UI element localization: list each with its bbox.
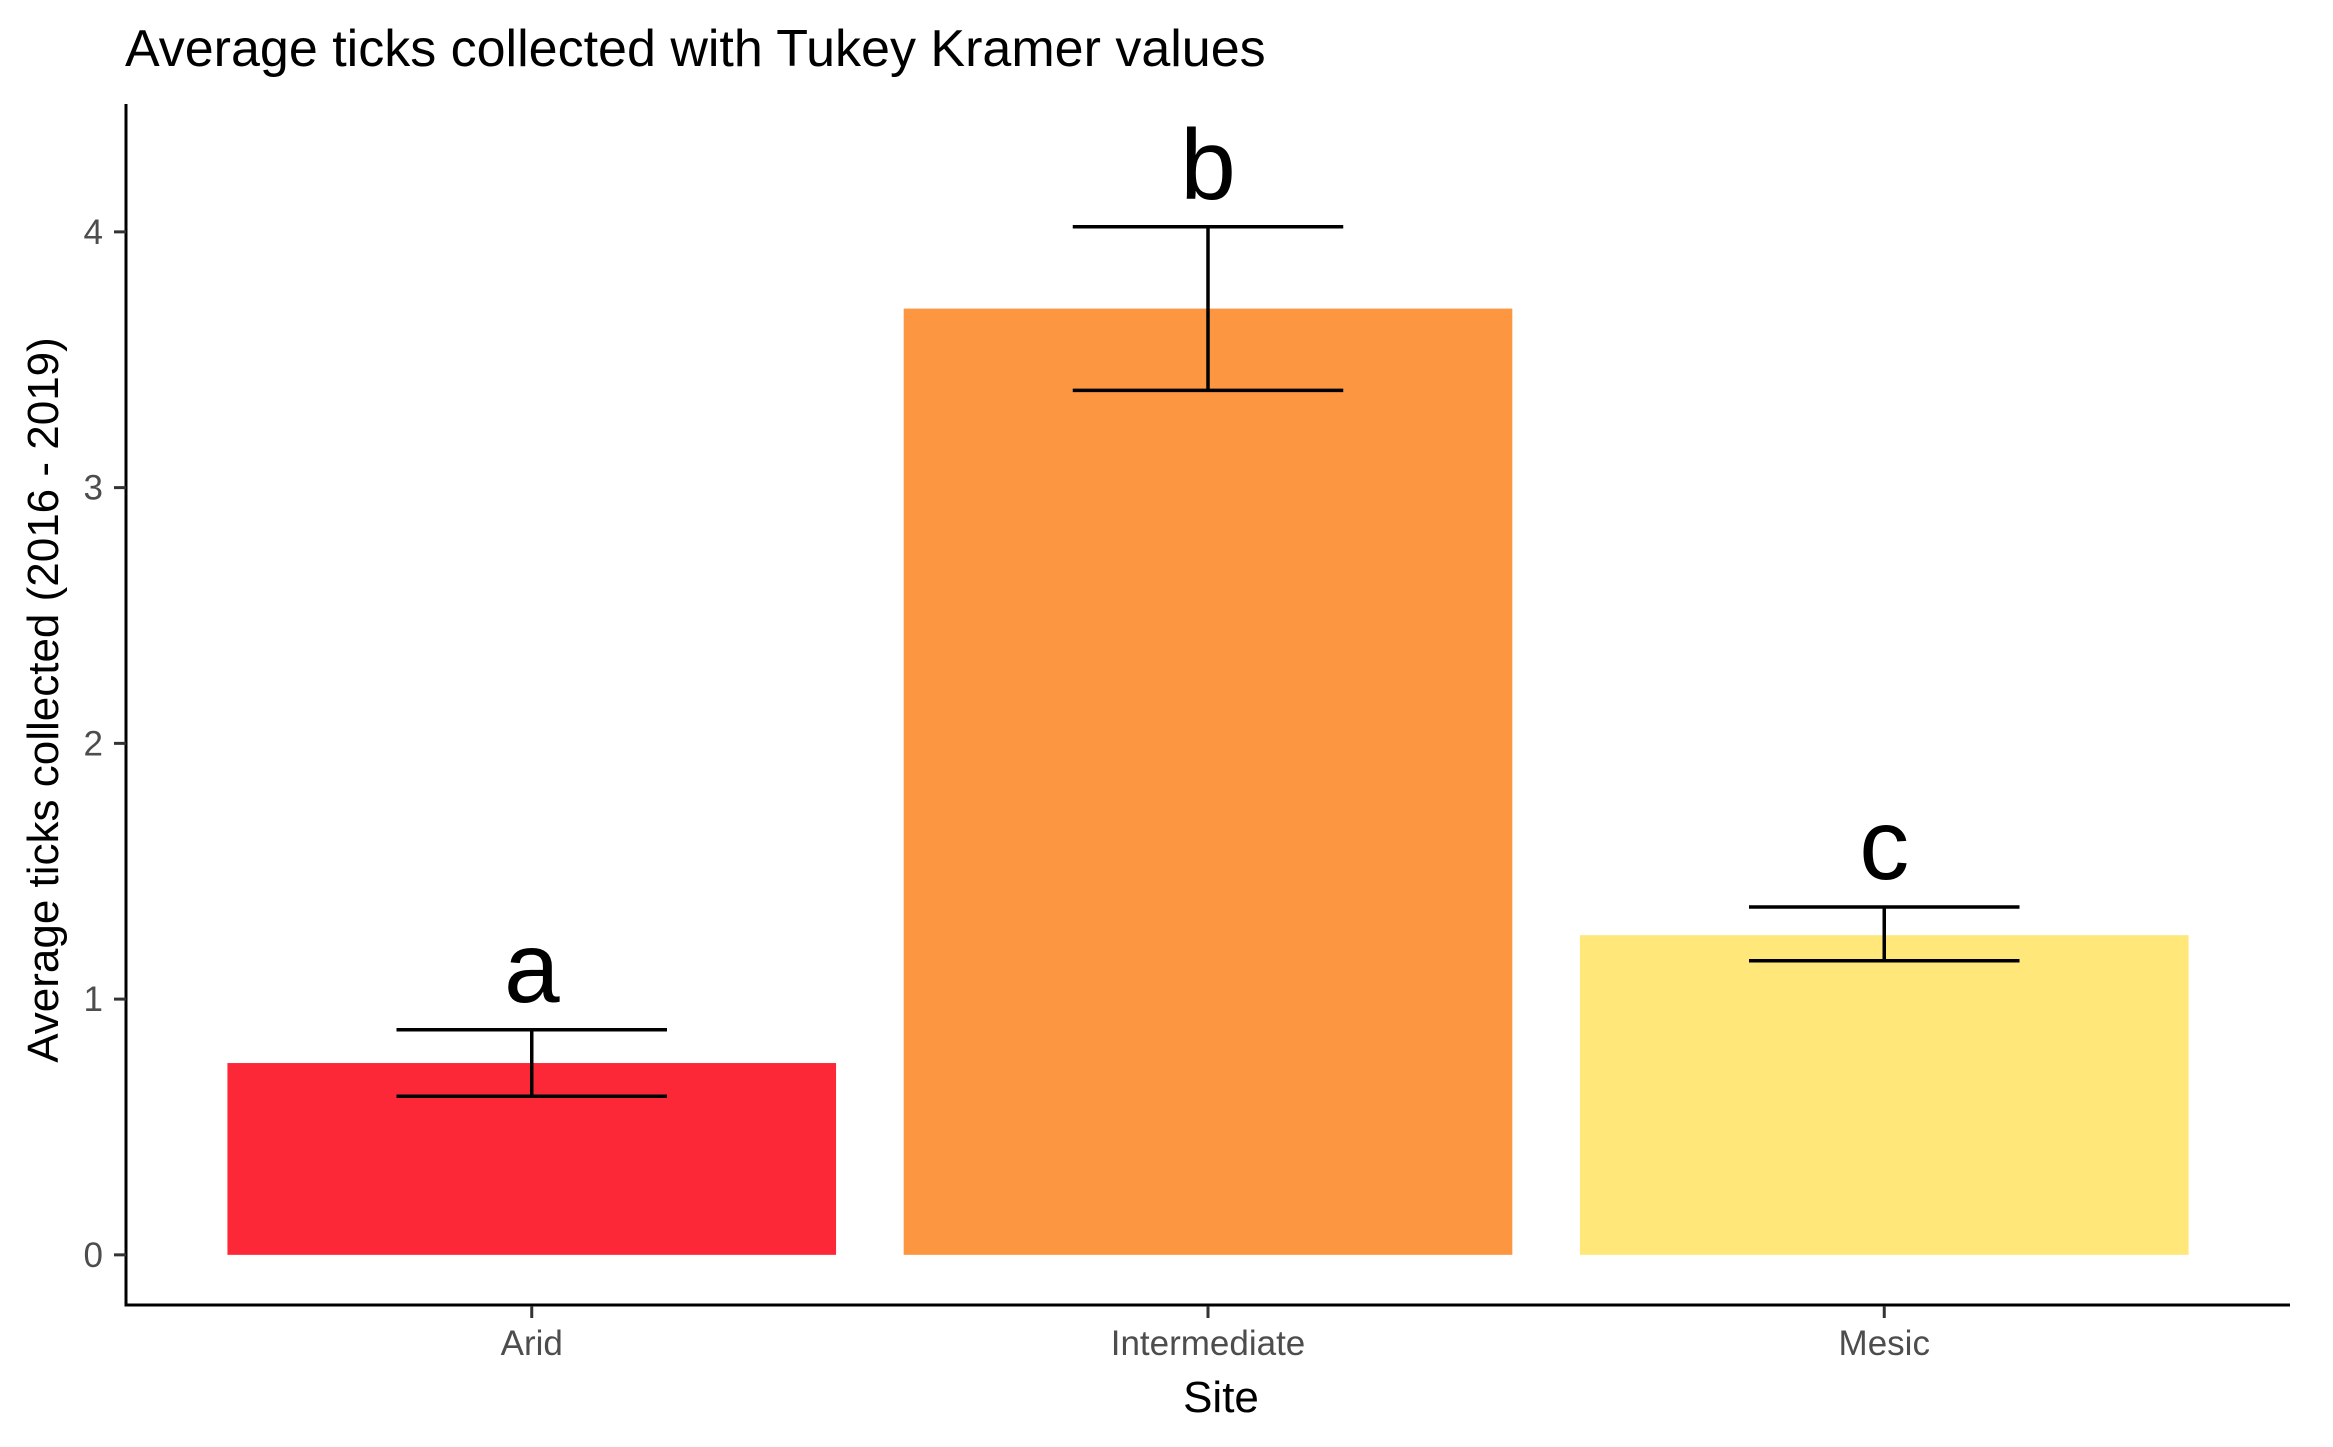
bars-layer bbox=[227, 308, 2189, 1255]
x-tick-label-arid: Arid bbox=[501, 1324, 563, 1363]
y-tick-label-0: 0 bbox=[84, 1236, 103, 1275]
y-axis-title: Average ticks collected (2016 - 2019) bbox=[19, 337, 68, 1063]
error-bar-arid bbox=[396, 1028, 667, 1099]
chart-title: Average ticks collected with Tukey Krame… bbox=[125, 20, 1266, 78]
error-bar-intermediate bbox=[1072, 225, 1344, 393]
bar-intermediate bbox=[903, 308, 1513, 1255]
x-axis-ticks: Arid Intermediate Mesic bbox=[501, 1306, 1930, 1363]
group-letter-intermediate: b bbox=[1180, 109, 1236, 221]
bar-mesic bbox=[1579, 935, 2189, 1255]
y-tick-label-3: 3 bbox=[84, 469, 103, 508]
y-tick-label-4: 4 bbox=[84, 213, 103, 252]
x-tick-label-mesic: Mesic bbox=[1839, 1324, 1930, 1363]
x-tick-label-intermediate: Intermediate bbox=[1111, 1324, 1306, 1363]
error-bar-mesic bbox=[1749, 905, 2020, 963]
y-axis-ticks: 0 1 2 3 4 bbox=[84, 213, 126, 1275]
group-letters-layer: a b c bbox=[504, 109, 1909, 1024]
y-tick-label-2: 2 bbox=[84, 724, 103, 763]
group-letter-mesic: c bbox=[1859, 789, 1909, 901]
error-bars-layer bbox=[396, 225, 2020, 1099]
x-axis-title: Site bbox=[1183, 1373, 1259, 1422]
y-tick-label-1: 1 bbox=[84, 980, 103, 1019]
group-letter-arid: a bbox=[504, 912, 560, 1024]
